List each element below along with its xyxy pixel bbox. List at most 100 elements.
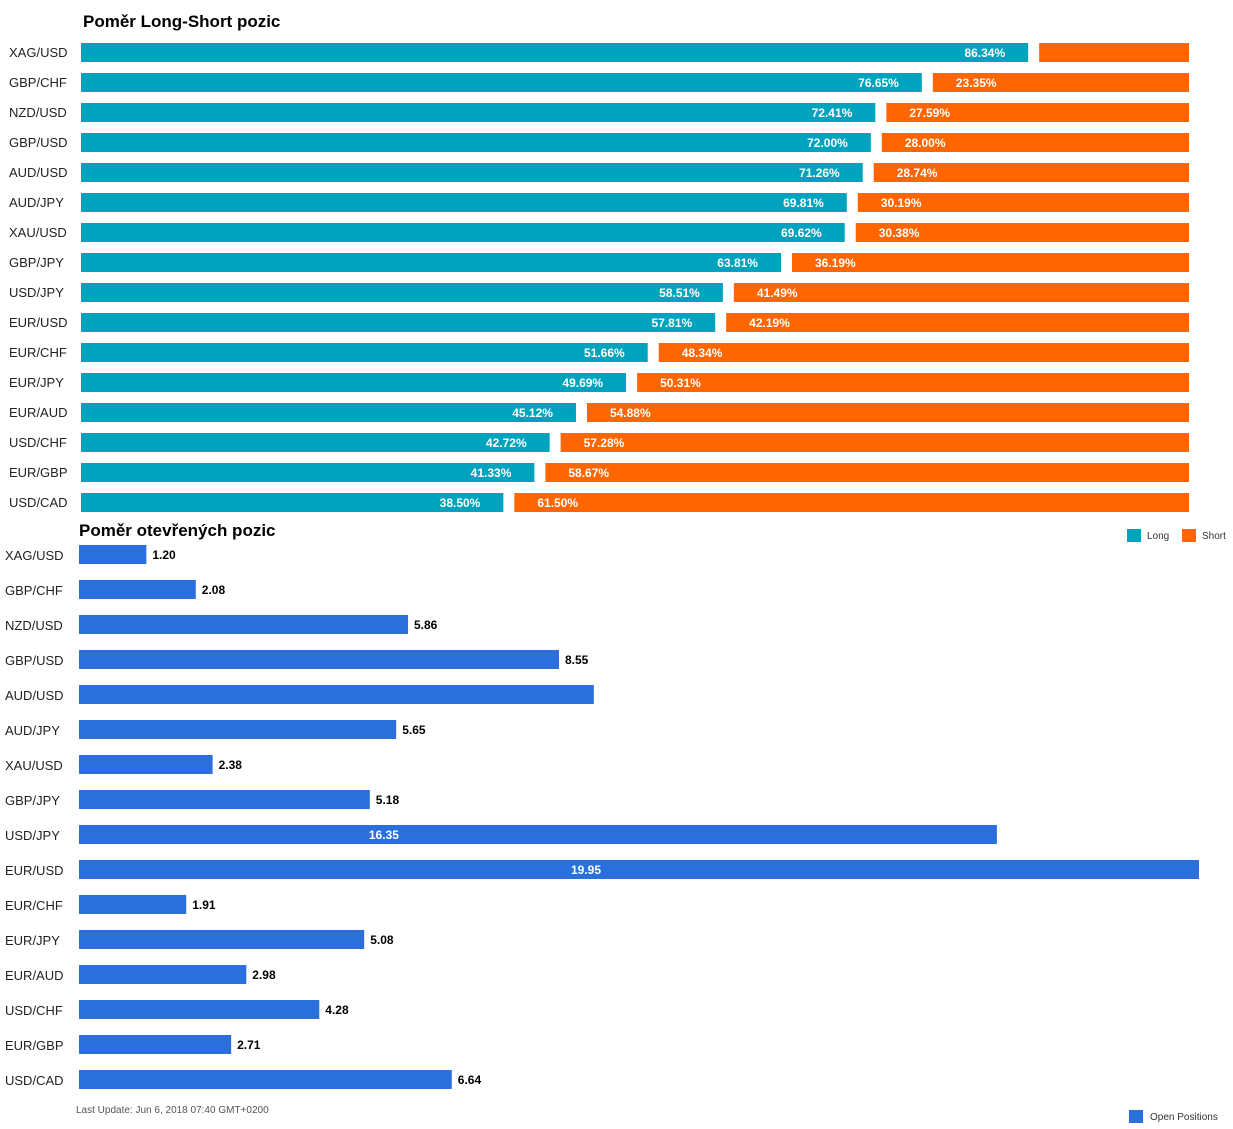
open-positions-bar-gbp-jpy	[79, 790, 370, 809]
short-value-label-eur-chf: 48.34%	[682, 346, 723, 360]
open-positions-value-label-gbp-jpy: 5.18	[376, 793, 400, 807]
open-positions-value-label-eur-aud: 2.98	[252, 968, 276, 982]
long-value-label-gbp-usd: 72.00%	[807, 136, 848, 150]
op-category-label-gbp-jpy: GBP/JPY	[5, 793, 60, 808]
short-value-label-usd-jpy: 41.49%	[757, 286, 798, 300]
long-value-label-xag-usd: 86.34%	[964, 46, 1005, 60]
short-bar-nzd-usd	[886, 103, 1189, 122]
long-value-label-eur-aud: 45.12%	[512, 406, 553, 420]
long-bar-eur-chf	[81, 343, 648, 362]
long-bar-aud-usd	[81, 163, 863, 182]
last-update-text: Last Update: Jun 6, 2018 07:40 GMT+0200	[76, 1105, 269, 1116]
open-positions-value-label-nzd-usd: 5.86	[414, 618, 438, 632]
open-positions-value-label-xau-usd: 2.38	[219, 758, 243, 772]
long-value-label-xau-usd: 69.62%	[781, 226, 822, 240]
open-positions-bar-xag-usd	[79, 545, 147, 564]
long-value-label-nzd-usd: 72.41%	[812, 106, 853, 120]
op-category-label-aud-usd: AUD/USD	[5, 688, 64, 703]
short-bar-gbp-usd	[881, 133, 1189, 152]
ls-category-label-aud-jpy: AUD/JPY	[9, 195, 64, 210]
long-bar-usd-chf	[81, 433, 550, 452]
long-short-chart-title: Poměr Long-Short pozic	[83, 12, 280, 31]
long-value-label-gbp-jpy: 63.81%	[717, 256, 758, 270]
op-category-label-eur-aud: EUR/AUD	[5, 968, 64, 983]
long-bar-gbp-usd	[81, 133, 871, 152]
long-bar-eur-aud	[81, 403, 576, 422]
long-bar-xag-usd	[81, 43, 1029, 62]
short-value-label-aud-usd: 28.74%	[897, 166, 938, 180]
long-bar-eur-gbp	[81, 463, 535, 482]
open-positions-bar-gbp-chf	[79, 580, 196, 599]
legend-open-positions-label: Open Positions	[1150, 1112, 1218, 1123]
short-bar-eur-aud	[586, 403, 1189, 422]
op-category-label-eur-chf: EUR/CHF	[5, 898, 63, 913]
short-value-label-xau-usd: 30.38%	[879, 226, 920, 240]
short-value-label-eur-usd: 42.19%	[749, 316, 790, 330]
legend-short-swatch	[1182, 529, 1196, 542]
open-positions-value-label-usd-cad: 6.64	[458, 1073, 482, 1087]
ls-category-label-gbp-usd: GBP/USD	[9, 135, 68, 150]
open-positions-bar-xau-usd	[79, 755, 213, 774]
open-positions-value-label-usd-chf: 4.28	[325, 1003, 349, 1017]
open-positions-value-label-usd-jpy: 16.35	[369, 828, 399, 842]
ls-category-label-nzd-usd: NZD/USD	[9, 105, 67, 120]
short-bar-aud-jpy	[857, 193, 1189, 212]
ls-category-label-xau-usd: XAU/USD	[9, 225, 67, 240]
short-bar-xag-usd	[1039, 43, 1189, 62]
legend-open-positions-swatch	[1129, 1110, 1143, 1123]
ls-category-label-eur-chf: EUR/CHF	[9, 345, 67, 360]
short-value-label-gbp-chf: 23.35%	[956, 76, 997, 90]
long-short-legend: Long Short	[1127, 529, 1226, 542]
op-category-label-eur-usd: EUR/USD	[5, 863, 64, 878]
long-bar-usd-cad	[81, 493, 504, 512]
short-value-label-eur-jpy: 50.31%	[660, 376, 701, 390]
long-value-label-usd-chf: 42.72%	[486, 436, 527, 450]
short-bar-usd-chf	[560, 433, 1189, 452]
op-category-label-eur-jpy: EUR/JPY	[5, 933, 60, 948]
open-positions-bar-gbp-usd	[79, 650, 559, 669]
ls-category-label-eur-aud: EUR/AUD	[9, 405, 68, 420]
short-value-label-eur-aud: 54.88%	[610, 406, 651, 420]
ls-category-label-eur-jpy: EUR/JPY	[9, 375, 64, 390]
open-positions-bar-usd-chf	[79, 1000, 320, 1019]
op-category-label-xag-usd: XAG/USD	[5, 548, 64, 563]
long-bar-aud-jpy	[81, 193, 847, 212]
short-bar-xau-usd	[855, 223, 1189, 242]
ls-category-label-eur-usd: EUR/USD	[9, 315, 68, 330]
open-positions-bar-eur-jpy	[79, 930, 365, 949]
long-value-label-aud-jpy: 69.81%	[783, 196, 824, 210]
open-positions-bar-eur-chf	[79, 895, 187, 914]
legend-short-label: Short	[1202, 531, 1226, 542]
long-value-label-eur-gbp: 41.33%	[471, 466, 512, 480]
long-bar-gbp-jpy	[81, 253, 781, 272]
short-value-label-gbp-usd: 28.00%	[905, 136, 946, 150]
op-category-label-gbp-usd: GBP/USD	[5, 653, 64, 668]
long-short-bars: XAG/USD 86.34% GBP/CHF 76.65% 23.35% NZD/USD 7…	[9, 43, 1189, 512]
long-value-label-eur-chf: 51.66%	[584, 346, 625, 360]
open-positions-value-label-gbp-usd: 8.55	[565, 653, 589, 667]
open-positions-bar-eur-usd	[79, 860, 1199, 879]
open-positions-legend: Open Positions	[1129, 1110, 1218, 1123]
short-value-label-aud-jpy: 30.19%	[881, 196, 922, 210]
short-value-label-usd-cad: 61.50%	[537, 496, 578, 510]
op-category-label-usd-chf: USD/CHF	[5, 1003, 63, 1018]
open-positions-bar-eur-aud	[79, 965, 247, 984]
open-positions-value-label-eur-usd: 19.95	[571, 863, 601, 877]
op-category-label-eur-gbp: EUR/GBP	[5, 1038, 64, 1053]
short-bar-eur-jpy	[637, 373, 1189, 392]
open-positions-bar-eur-gbp	[79, 1035, 232, 1054]
short-value-label-nzd-usd: 27.59%	[909, 106, 950, 120]
legend-long-swatch	[1127, 529, 1141, 542]
ls-category-label-gbp-jpy: GBP/JPY	[9, 255, 64, 270]
short-bar-usd-jpy	[733, 283, 1189, 302]
open-positions-bar-aud-jpy	[79, 720, 397, 739]
open-positions-value-label-eur-jpy: 5.08	[370, 933, 394, 947]
short-value-label-usd-chf: 57.28%	[584, 436, 625, 450]
ls-category-label-usd-cad: USD/CAD	[9, 495, 68, 510]
long-value-label-usd-cad: 38.50%	[440, 496, 481, 510]
open-positions-bar-aud-usd	[79, 685, 594, 704]
open-positions-bar-nzd-usd	[79, 615, 408, 634]
open-positions-bars: XAG/USD 1.20 GBP/CHF 2.08 NZD/USD 5.86 GBP/USD…	[5, 545, 1199, 1089]
ls-category-label-aud-usd: AUD/USD	[9, 165, 68, 180]
open-positions-value-label-gbp-chf: 2.08	[202, 583, 226, 597]
